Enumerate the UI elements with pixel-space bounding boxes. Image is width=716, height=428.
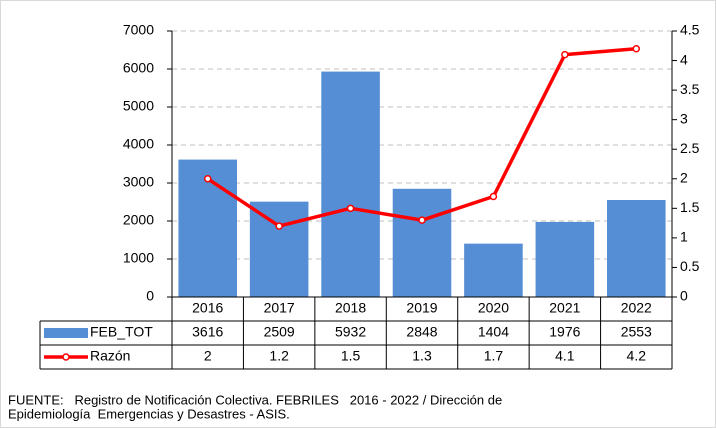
y-tick-label: 3000 [123, 174, 154, 190]
table-value: 1.3 [412, 348, 432, 364]
table-value: 1.5 [341, 348, 361, 364]
y2-tick-label: 3 [680, 110, 688, 126]
line-marker [632, 44, 641, 53]
y2-tick-label: 4 [680, 51, 688, 67]
y2-tick-label: 2.5 [680, 140, 700, 156]
table-value: 1.7 [484, 348, 504, 364]
x-tick-label: 2022 [621, 300, 652, 316]
y-tick-label: 5000 [123, 98, 154, 114]
y2-tick-label: 0 [680, 288, 688, 304]
table-value: 3616 [192, 324, 223, 340]
line-marker [418, 216, 426, 224]
x-tick-label: 2017 [264, 300, 295, 316]
table-value: 4.1 [555, 348, 575, 364]
y-tick-label: 1000 [123, 250, 154, 266]
table-value: 1.2 [269, 348, 289, 364]
bar [392, 188, 452, 297]
y2-tick-label: 4.5 [680, 22, 700, 38]
bar [321, 71, 380, 297]
legend-label: Razón [90, 348, 130, 364]
table-value: 2 [204, 348, 212, 364]
bar [535, 221, 595, 297]
y2-tick-label: 3.5 [680, 81, 700, 97]
table-value: 4.2 [627, 348, 647, 364]
y-tick-label: 4000 [123, 136, 154, 152]
y-tick-label: 7000 [123, 22, 154, 38]
x-tick-label: 2020 [478, 300, 509, 316]
bar [249, 201, 309, 297]
x-tick-label: 2016 [192, 300, 223, 316]
bar [607, 199, 666, 297]
x-tick-label: 2019 [406, 300, 437, 316]
y-tick-label: 6000 [123, 60, 154, 76]
y2-tick-label: 1.5 [680, 199, 700, 215]
table-value: 2509 [264, 324, 295, 340]
y2-tick-label: 2 [680, 169, 688, 185]
x-tick-label: 2018 [335, 300, 366, 316]
bar [464, 243, 523, 297]
y2-tick-label: 1 [680, 229, 688, 245]
legend-marker [62, 353, 70, 361]
table-value: 1404 [478, 324, 509, 340]
line-marker [561, 50, 569, 59]
line-marker [203, 175, 212, 183]
source-line: FUENTE: Registro de Notificación Colecti… [8, 392, 502, 407]
x-tick-label: 2021 [549, 300, 580, 316]
y-tick-label: 0 [146, 288, 154, 304]
source-line: Epidemiología Emergencias y Desastres - … [8, 406, 290, 421]
line-marker [489, 192, 498, 201]
legend-swatch [44, 328, 88, 338]
line-marker [346, 204, 355, 213]
table-value: 2553 [621, 324, 652, 340]
y-tick-label: 2000 [123, 212, 154, 228]
table-value: 2848 [406, 324, 437, 340]
table-value: 1976 [549, 324, 580, 340]
y2-tick-label: 0.5 [680, 258, 700, 274]
table-value: 5932 [335, 324, 366, 340]
legend-label: FEB_TOT [90, 324, 153, 340]
line-marker [275, 222, 283, 230]
